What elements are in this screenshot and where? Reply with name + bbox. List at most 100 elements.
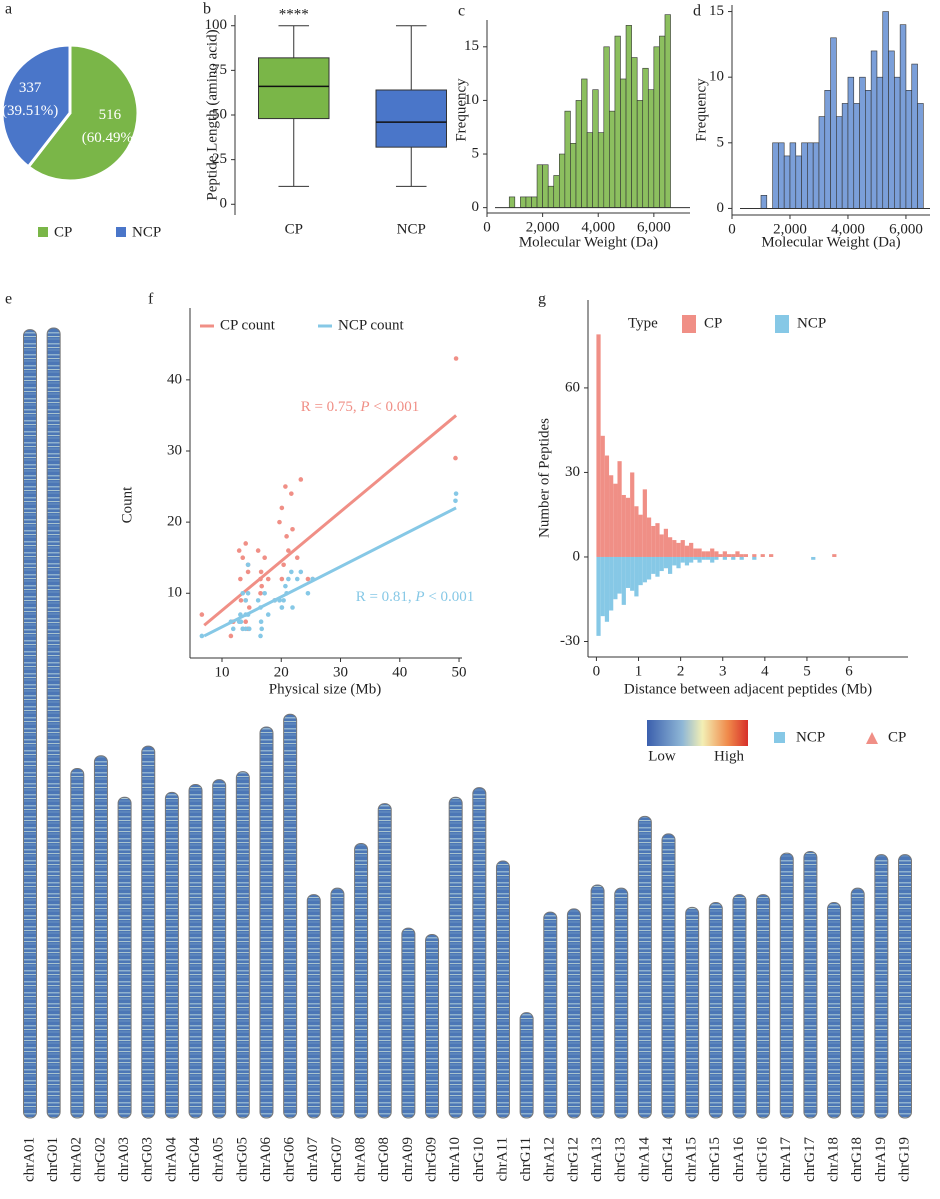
chromosome	[117, 796, 132, 1119]
point	[246, 605, 252, 610]
panel-label: g	[538, 291, 546, 308]
annotation: R = 0.75, P < 0.001	[301, 399, 420, 415]
bar	[604, 455, 610, 557]
y-tick-label: 10	[464, 92, 479, 108]
point	[298, 569, 304, 575]
bar	[613, 556, 618, 600]
bar	[621, 556, 626, 605]
bar	[592, 89, 599, 208]
chromosome-label: chrG01	[45, 1137, 61, 1182]
bar	[865, 90, 872, 209]
bar	[760, 554, 765, 557]
y-tick-label: 30	[565, 464, 580, 480]
bar	[613, 483, 618, 557]
colorbar-low: Low	[648, 748, 676, 764]
y-tick-label: 40	[167, 371, 182, 387]
bar	[731, 556, 736, 560]
bar	[853, 103, 860, 209]
legend-label: CP	[888, 729, 906, 745]
slice-count: 516	[99, 107, 122, 123]
bar	[841, 103, 849, 209]
y-tick-label: 15	[464, 38, 479, 54]
panel-label: c	[458, 3, 465, 20]
bar	[894, 76, 901, 209]
bar	[752, 556, 757, 560]
bar	[663, 528, 668, 557]
bar	[542, 164, 549, 208]
colorbar	[647, 720, 748, 746]
bar	[859, 76, 866, 209]
point	[255, 548, 261, 553]
bar	[697, 548, 702, 557]
point	[238, 619, 244, 625]
x-tick-label: 1	[635, 663, 643, 679]
y-tick-label: 0	[220, 196, 228, 212]
point	[290, 605, 295, 610]
point	[265, 576, 271, 582]
y-tick-label: 30	[167, 442, 182, 458]
bar	[680, 540, 685, 557]
bar	[614, 35, 621, 208]
bar	[882, 11, 889, 209]
bar	[659, 35, 666, 208]
x-tick-label: CP	[285, 221, 303, 237]
chromosome	[212, 779, 227, 1119]
pie-slice	[26, 43, 140, 183]
x-tick-label: 40	[392, 664, 407, 680]
chromosome-label: chrG08	[376, 1137, 392, 1182]
bar	[609, 475, 614, 557]
x-tick-label: 10	[215, 664, 230, 680]
chromosome	[661, 833, 676, 1119]
panel-label: a	[5, 1, 12, 18]
chromosome-label: chrA02	[69, 1137, 85, 1182]
bar	[676, 556, 681, 569]
bar	[714, 556, 719, 560]
bar	[668, 556, 673, 574]
y-tick-label: 20	[167, 514, 182, 530]
point	[228, 633, 234, 639]
bar	[634, 506, 639, 557]
y-tick-label: 10	[709, 69, 724, 85]
y-axis-label: Peptide Length (amino acid)	[204, 29, 220, 200]
point	[453, 455, 458, 461]
point	[262, 555, 267, 560]
point	[265, 612, 271, 617]
y-axis-label: Frequency	[693, 78, 709, 142]
chromosome-label: chrG09	[423, 1137, 439, 1182]
chromosome	[495, 860, 510, 1119]
x-tick-label: 2,000	[773, 221, 807, 237]
chromosome-label: chrG18	[849, 1137, 865, 1182]
y-tick-label: 15	[709, 3, 724, 19]
chromosome	[898, 854, 912, 1119]
point	[199, 612, 205, 617]
y-tick-label: 5	[472, 145, 480, 161]
bar	[625, 25, 632, 208]
panel-label: d	[693, 3, 701, 20]
y-tick-label: 0	[573, 548, 581, 564]
point	[294, 555, 300, 560]
y-tick-label: 0	[472, 199, 480, 215]
bar	[659, 534, 664, 557]
legend-marker	[866, 732, 878, 744]
bar	[664, 14, 671, 208]
bar	[655, 523, 660, 557]
y-tick-label: -30	[560, 633, 580, 649]
chromosome	[164, 791, 179, 1119]
chromosome-label: chrA03	[116, 1137, 132, 1182]
legend-label: NCP	[132, 224, 161, 240]
chromosome	[779, 852, 794, 1119]
bar	[581, 78, 588, 208]
chromosome-label: chrA05	[211, 1137, 227, 1182]
annotation-part: < 0.001	[370, 399, 420, 415]
point	[305, 590, 311, 596]
point	[240, 590, 246, 596]
chromosome-label: chrG15	[707, 1137, 723, 1182]
point	[277, 519, 282, 525]
point	[290, 526, 295, 532]
y-axis-label: Frequency	[453, 78, 469, 142]
point	[259, 626, 265, 632]
x-tick-label: 20	[274, 664, 289, 680]
point	[258, 590, 263, 596]
annotation-part: R = 0.81,	[356, 589, 416, 605]
